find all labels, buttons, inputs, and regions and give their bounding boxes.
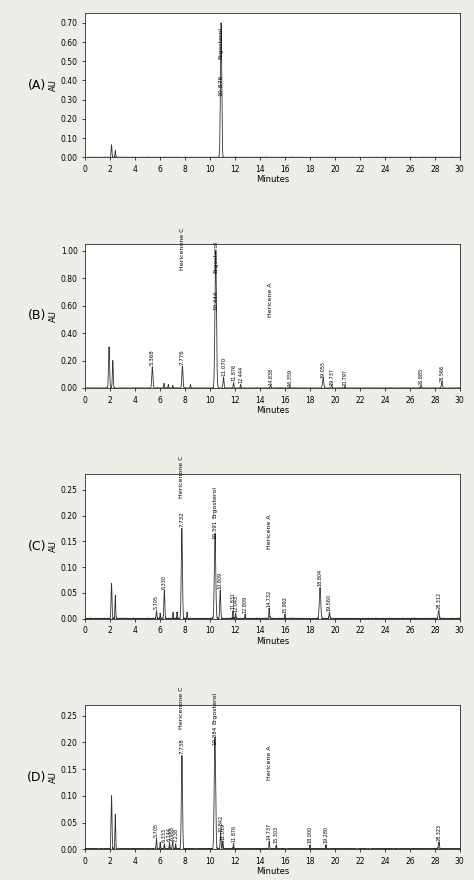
Text: Hericenone C: Hericenone C — [180, 227, 185, 270]
Text: 6.333: 6.333 — [162, 828, 167, 842]
Text: 28.312: 28.312 — [436, 592, 441, 609]
Text: Hericene A: Hericene A — [268, 282, 273, 317]
Text: 28.323: 28.323 — [437, 824, 441, 841]
X-axis label: Minutes: Minutes — [256, 636, 289, 646]
Text: Ergosterol: Ergosterol — [219, 26, 224, 59]
Text: 19.280: 19.280 — [323, 826, 328, 843]
Text: 26.885: 26.885 — [419, 368, 423, 385]
Text: 6.744: 6.744 — [167, 827, 172, 841]
Text: 7.738: 7.738 — [179, 738, 184, 754]
Text: 14.732: 14.732 — [267, 590, 272, 606]
Text: 18.804: 18.804 — [318, 569, 322, 586]
Text: 10.809: 10.809 — [218, 572, 223, 589]
Text: 10.842: 10.842 — [218, 815, 223, 832]
Text: 16.359: 16.359 — [287, 369, 292, 386]
Text: 7.776: 7.776 — [180, 348, 185, 364]
Text: 15.303: 15.303 — [274, 826, 279, 843]
Text: 6.330: 6.330 — [162, 575, 167, 589]
Text: Hericenone C: Hericenone C — [179, 455, 184, 497]
Text: (B): (B) — [27, 310, 46, 322]
Text: Ergosterol: Ergosterol — [212, 486, 218, 518]
Text: 12.809: 12.809 — [243, 596, 248, 612]
Text: Hericene A: Hericene A — [267, 515, 272, 549]
Text: 5.705: 5.705 — [154, 823, 159, 837]
Text: 10.876: 10.876 — [219, 75, 224, 96]
Text: 18.000: 18.000 — [308, 826, 312, 843]
Text: (C): (C) — [27, 540, 46, 553]
Text: Hericene A: Hericene A — [267, 745, 272, 780]
Text: 5.705: 5.705 — [154, 595, 159, 609]
Text: 20.797: 20.797 — [342, 369, 347, 386]
Text: 14.838: 14.838 — [268, 368, 273, 385]
Text: 10.391: 10.391 — [212, 519, 218, 539]
X-axis label: Minutes: Minutes — [256, 406, 289, 415]
Text: 11.876: 11.876 — [231, 364, 236, 381]
Text: 7.732: 7.732 — [179, 511, 184, 527]
Text: (D): (D) — [27, 771, 46, 783]
X-axis label: Minutes: Minutes — [256, 175, 289, 185]
Text: 11.019: 11.019 — [220, 823, 225, 840]
Text: 28.566: 28.566 — [439, 364, 445, 382]
Y-axis label: AU: AU — [49, 79, 58, 92]
Text: 12.043: 12.043 — [233, 595, 238, 612]
Text: Ergosterol: Ergosterol — [213, 240, 218, 273]
Text: Ergosterol: Ergosterol — [212, 692, 218, 723]
Text: 15.992: 15.992 — [283, 596, 287, 612]
Text: 7.238: 7.238 — [173, 828, 178, 842]
Text: 5.368: 5.368 — [150, 349, 155, 365]
Text: 14.737: 14.737 — [267, 823, 272, 840]
Text: 11.831: 11.831 — [230, 592, 236, 609]
X-axis label: Minutes: Minutes — [256, 867, 289, 876]
Text: 19.055: 19.055 — [321, 361, 326, 378]
Text: 10.384: 10.384 — [212, 726, 218, 745]
Text: 6.988: 6.988 — [170, 825, 175, 840]
Text: 11.876: 11.876 — [231, 825, 236, 842]
Text: 19.737: 19.737 — [329, 368, 334, 385]
Text: 12.444: 12.444 — [238, 366, 243, 383]
Text: 19.560: 19.560 — [327, 594, 332, 611]
Text: (A): (A) — [27, 79, 46, 92]
Text: 11.070: 11.070 — [221, 356, 226, 376]
Y-axis label: AU: AU — [49, 771, 58, 783]
Y-axis label: AU: AU — [49, 310, 58, 322]
Text: Hericenone C: Hericenone C — [179, 686, 184, 730]
Y-axis label: AU: AU — [49, 540, 58, 553]
Text: 10.444: 10.444 — [213, 290, 218, 310]
